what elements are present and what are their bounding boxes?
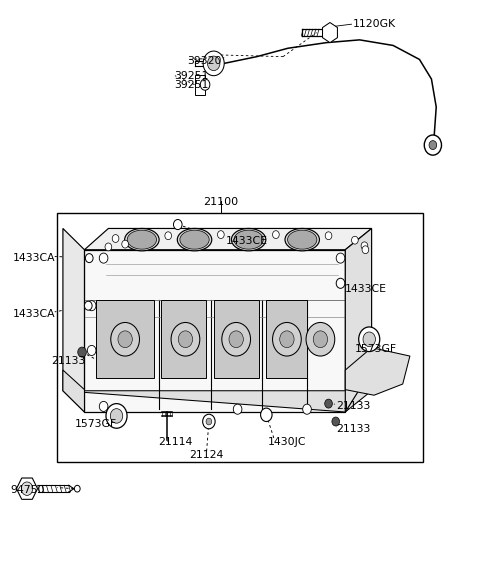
Circle shape bbox=[105, 243, 112, 251]
Circle shape bbox=[112, 234, 119, 242]
Bar bbox=[96, 300, 154, 379]
Text: 1433CE: 1433CE bbox=[226, 236, 268, 246]
Ellipse shape bbox=[288, 230, 317, 249]
Text: 1433CE: 1433CE bbox=[344, 284, 386, 295]
Circle shape bbox=[336, 278, 345, 288]
Circle shape bbox=[273, 231, 279, 238]
Circle shape bbox=[361, 242, 368, 250]
Circle shape bbox=[359, 327, 380, 352]
Circle shape bbox=[99, 401, 108, 411]
Ellipse shape bbox=[234, 230, 263, 249]
Circle shape bbox=[324, 399, 332, 408]
Polygon shape bbox=[84, 250, 345, 412]
Text: 39320: 39320 bbox=[187, 56, 222, 66]
Circle shape bbox=[362, 246, 369, 254]
Text: 1120GK: 1120GK bbox=[352, 19, 396, 29]
Circle shape bbox=[84, 301, 92, 310]
Circle shape bbox=[351, 236, 358, 244]
Circle shape bbox=[118, 331, 132, 348]
Ellipse shape bbox=[127, 230, 156, 249]
Circle shape bbox=[203, 51, 224, 76]
Text: 1433CA: 1433CA bbox=[12, 252, 55, 263]
Circle shape bbox=[106, 403, 127, 428]
Polygon shape bbox=[345, 228, 372, 412]
Ellipse shape bbox=[231, 228, 266, 251]
Circle shape bbox=[207, 56, 220, 71]
Bar bbox=[194, 75, 205, 95]
Bar bbox=[266, 300, 307, 379]
Circle shape bbox=[306, 323, 335, 356]
Circle shape bbox=[217, 231, 224, 238]
Ellipse shape bbox=[285, 228, 320, 251]
Text: 39251: 39251 bbox=[174, 71, 208, 81]
Text: 21114: 21114 bbox=[158, 436, 193, 447]
Text: 21133: 21133 bbox=[336, 424, 370, 434]
Polygon shape bbox=[63, 391, 372, 412]
Text: 1573GF: 1573GF bbox=[75, 419, 117, 429]
Text: 39251: 39251 bbox=[174, 80, 208, 90]
Circle shape bbox=[206, 418, 212, 425]
Text: 21124: 21124 bbox=[189, 450, 224, 460]
Polygon shape bbox=[63, 228, 84, 412]
Circle shape bbox=[99, 253, 108, 263]
Circle shape bbox=[273, 323, 301, 356]
Circle shape bbox=[203, 414, 215, 429]
Circle shape bbox=[429, 141, 437, 150]
Circle shape bbox=[111, 323, 140, 356]
Polygon shape bbox=[16, 478, 37, 499]
Circle shape bbox=[122, 240, 129, 248]
Circle shape bbox=[87, 301, 96, 311]
Circle shape bbox=[336, 253, 345, 263]
Circle shape bbox=[110, 408, 123, 423]
Text: 1430JC: 1430JC bbox=[268, 436, 306, 447]
Circle shape bbox=[173, 219, 182, 229]
Circle shape bbox=[222, 323, 251, 356]
Circle shape bbox=[74, 485, 80, 492]
Circle shape bbox=[21, 482, 33, 495]
Bar bbox=[214, 300, 259, 379]
Polygon shape bbox=[63, 370, 84, 412]
Circle shape bbox=[78, 347, 86, 357]
Polygon shape bbox=[345, 348, 410, 395]
Text: 94750: 94750 bbox=[10, 485, 45, 495]
Circle shape bbox=[200, 79, 210, 90]
Circle shape bbox=[303, 404, 312, 414]
Text: 21100: 21100 bbox=[204, 197, 239, 207]
Ellipse shape bbox=[177, 228, 212, 251]
Polygon shape bbox=[323, 22, 337, 43]
Circle shape bbox=[261, 408, 272, 421]
Polygon shape bbox=[84, 228, 372, 250]
Text: 1573GF: 1573GF bbox=[355, 344, 397, 354]
Bar bbox=[161, 300, 206, 379]
Circle shape bbox=[229, 331, 243, 348]
Circle shape bbox=[424, 135, 442, 155]
Circle shape bbox=[233, 404, 242, 414]
Circle shape bbox=[332, 417, 339, 426]
Ellipse shape bbox=[125, 228, 159, 251]
Ellipse shape bbox=[180, 230, 209, 249]
Text: 21133: 21133 bbox=[51, 356, 85, 366]
Circle shape bbox=[171, 323, 200, 356]
Circle shape bbox=[325, 232, 332, 240]
Bar bbox=[57, 213, 423, 462]
Circle shape bbox=[87, 346, 96, 356]
Circle shape bbox=[363, 332, 375, 347]
Circle shape bbox=[280, 331, 294, 348]
Circle shape bbox=[313, 331, 327, 348]
Text: 21133: 21133 bbox=[336, 402, 370, 411]
Circle shape bbox=[85, 254, 93, 263]
Circle shape bbox=[165, 232, 171, 240]
Text: 1433CA: 1433CA bbox=[12, 309, 55, 319]
Circle shape bbox=[178, 331, 192, 348]
